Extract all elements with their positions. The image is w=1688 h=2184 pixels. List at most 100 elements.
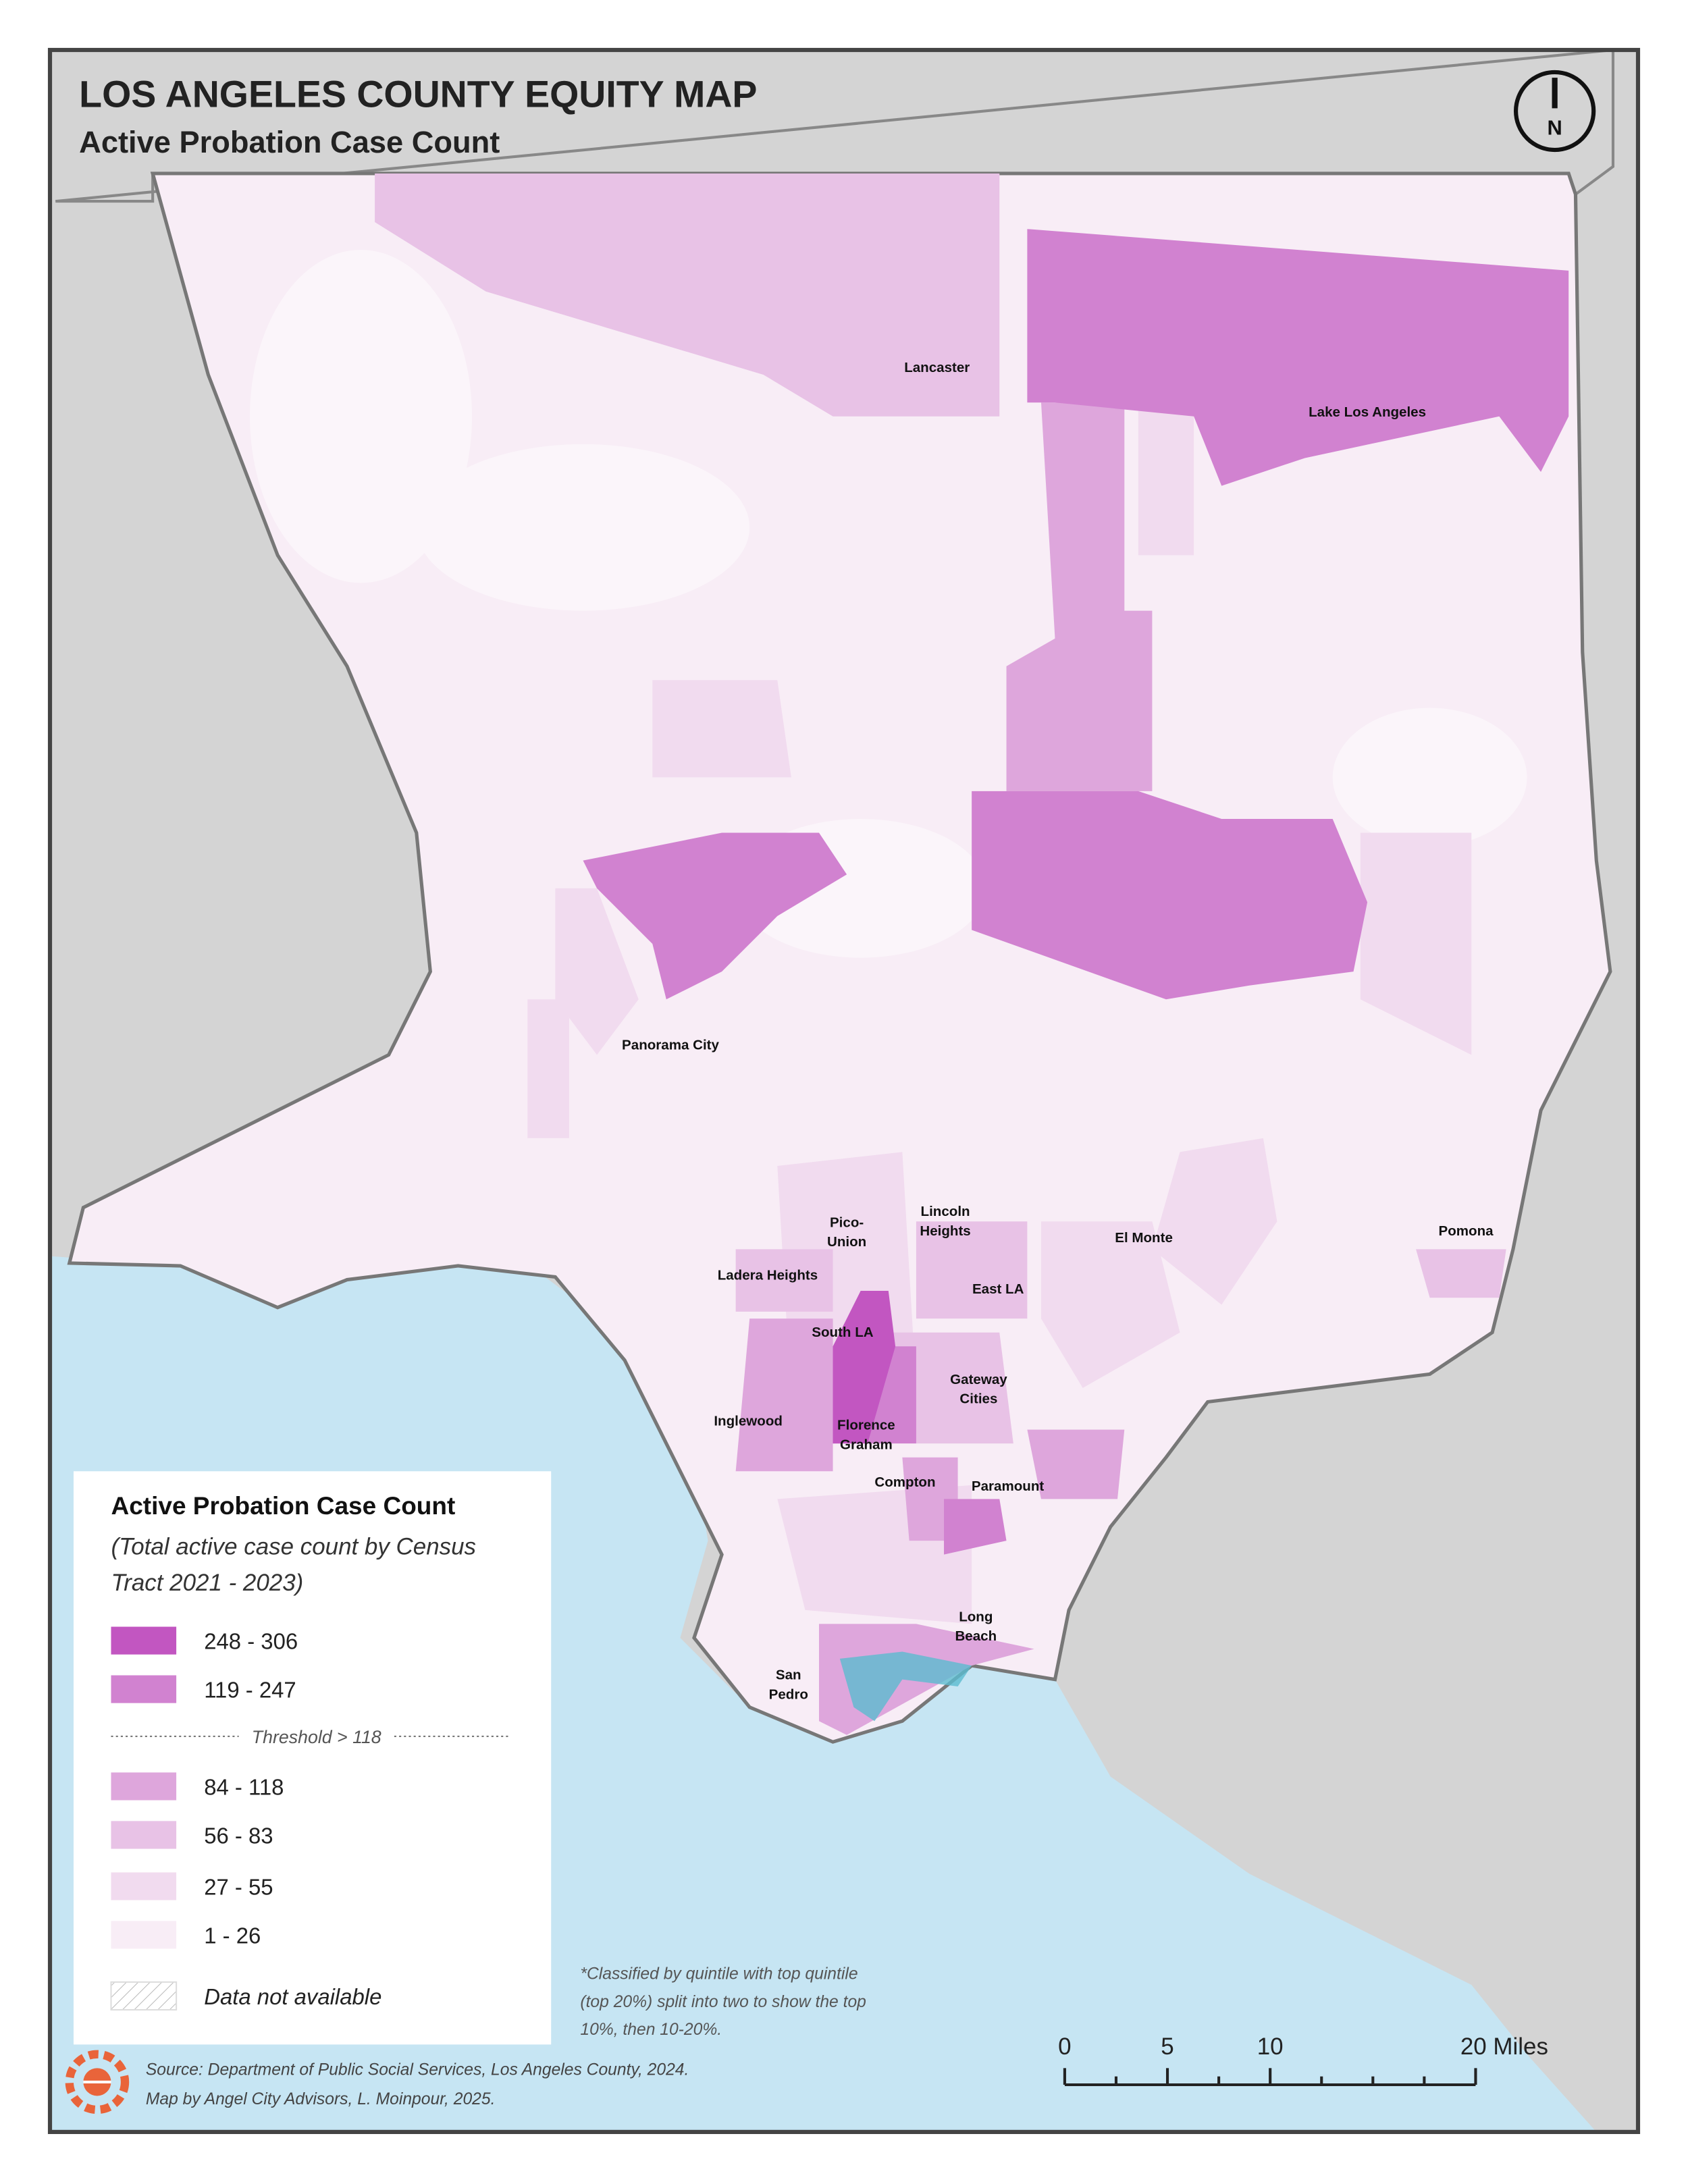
place-label-line: Long xyxy=(959,1609,993,1624)
source: Source: Department of Public Social Serv… xyxy=(146,2061,689,2079)
place-label: Paramount xyxy=(972,1479,1044,1494)
place-label: South LA xyxy=(812,1325,873,1340)
north-label: N xyxy=(1547,115,1562,139)
place-label: Lincoln Heights xyxy=(920,1204,970,1239)
tier-area xyxy=(944,1499,1007,1555)
map-subtitle: Active Probation Case Count xyxy=(79,125,500,159)
note: *Classified by quintile with top quintil… xyxy=(580,1965,858,1983)
place-label-line: El Monte xyxy=(1115,1230,1173,1246)
place-label: Lake Los Angeles xyxy=(1309,404,1426,420)
legend-title: Active Probation Case Count xyxy=(111,1492,455,1520)
legend-box xyxy=(73,1471,552,2045)
tier-area xyxy=(833,1291,896,1444)
place-label: Pico- Union xyxy=(827,1215,866,1250)
place-label-line: Gateway xyxy=(950,1372,1007,1387)
place-label-line: Beach xyxy=(955,1628,997,1644)
place-label-line: Paramount xyxy=(972,1479,1044,1494)
legend-swatch xyxy=(111,1872,177,1900)
scale-bar xyxy=(1063,2068,1477,2087)
port xyxy=(839,1651,972,1722)
tier-area xyxy=(1040,1221,1180,1388)
tier-area xyxy=(375,173,1000,417)
place-label-line: San xyxy=(776,1668,801,1683)
legend-swatch xyxy=(111,1921,177,1949)
tier-area xyxy=(1152,1138,1277,1305)
tier-area xyxy=(888,1332,1013,1444)
place-label: Inglewood xyxy=(714,1413,783,1429)
place-label-line: East LA xyxy=(972,1281,1024,1297)
place-label: Gateway Cities xyxy=(950,1372,1007,1407)
scale-label: 20 Miles xyxy=(1460,2033,1548,2060)
map-title: LOS ANGELES COUNTY EQUITY MAP xyxy=(79,73,757,115)
legend-swatch xyxy=(111,1821,177,1849)
place-label-line: Lake Los Angeles xyxy=(1309,404,1426,420)
place-label: Lancaster xyxy=(904,360,970,375)
place-label-line: Ladera Heights xyxy=(718,1268,818,1283)
hillshade xyxy=(250,250,1527,958)
place-label-line: Lincoln xyxy=(921,1204,970,1219)
tier-area xyxy=(972,791,1368,1000)
place-label: Pomona xyxy=(1439,1223,1494,1239)
legend-label: 1 - 26 xyxy=(204,1923,261,1948)
place-label-line: South LA xyxy=(812,1325,873,1340)
place-label: Florence Graham xyxy=(837,1418,895,1453)
legend-label: 56 - 83 xyxy=(204,1823,273,1848)
note: (top 20%) split into two to show the top xyxy=(580,1993,866,2011)
legend-items: 248 - 306 119 - 247 84 - 118 56 - 83 27 - 55… xyxy=(111,1626,298,1949)
tier-area xyxy=(583,832,847,1000)
tier-area xyxy=(916,1221,1028,1319)
legend-swatch xyxy=(111,1772,177,1801)
logo xyxy=(65,2050,130,2114)
place-label-line: Panorama City xyxy=(622,1037,719,1053)
place-label: El Monte xyxy=(1115,1230,1173,1246)
tier-area xyxy=(735,1249,833,1312)
legend-subtitle: Tract 2021 - 2023) xyxy=(111,1570,303,1596)
place-label-line: Pico- xyxy=(830,1215,864,1230)
legend-label: 84 - 118 xyxy=(204,1774,284,1799)
legend-label: 119 - 247 xyxy=(204,1677,296,1702)
frame xyxy=(47,47,1641,2134)
place-label: Panorama City xyxy=(622,1037,719,1053)
place-label-line: Heights xyxy=(920,1223,970,1239)
place-label-line: Florence xyxy=(837,1418,895,1433)
scale-label: 0 xyxy=(1058,2033,1071,2060)
na-swatch xyxy=(110,1981,178,2011)
legend-swatch xyxy=(111,1626,177,1655)
tier-area xyxy=(652,680,791,778)
place-labels: Lancaster Lake Los Angeles Panorama City Pi… xyxy=(622,360,1494,1702)
tier-area xyxy=(527,999,569,1138)
tier-area xyxy=(1138,402,1194,556)
tier-area xyxy=(555,888,639,1055)
place-label-line: Cities xyxy=(959,1391,997,1407)
tier-area xyxy=(735,1319,833,1472)
place-label: Long Beach xyxy=(955,1609,997,1644)
tier-area xyxy=(1027,229,1569,486)
place-label: San Pedro xyxy=(769,1668,808,1703)
legend-label: 248 - 306 xyxy=(204,1628,298,1653)
tier-area xyxy=(1360,832,1472,1055)
place-label-line: Lancaster xyxy=(904,360,970,375)
county-shape xyxy=(67,171,1612,1744)
place-label-line: Union xyxy=(827,1234,866,1250)
place-label-line: Inglewood xyxy=(714,1413,783,1429)
legend-subtitle: (Total active case count by Census xyxy=(111,1534,476,1560)
legend-swatch xyxy=(111,1675,177,1703)
note: 10%, then 10-20%. xyxy=(580,2021,722,2039)
place-label-line: Compton xyxy=(874,1474,935,1490)
scale-label: 5 xyxy=(1161,2033,1173,2060)
threshold-label: Threshold > 118 xyxy=(252,1727,381,1747)
legend-label: 27 - 55 xyxy=(204,1874,273,1899)
tier-area xyxy=(1027,1429,1125,1499)
na-label: Data not available xyxy=(204,1984,381,2009)
place-label-line: Pomona xyxy=(1439,1223,1494,1239)
place-label: East LA xyxy=(972,1281,1024,1297)
source: Map by Angel City Advisors, L. Moinpour,… xyxy=(146,2090,496,2108)
scale-label: 10 xyxy=(1257,2033,1284,2060)
place-label: Ladera Heights xyxy=(718,1268,818,1283)
north-arrow xyxy=(1513,70,1596,153)
place-label: Compton xyxy=(874,1474,935,1490)
place-label-line: Pedro xyxy=(769,1686,808,1702)
place-label-line: Graham xyxy=(840,1437,893,1452)
tier-area xyxy=(1006,402,1153,791)
